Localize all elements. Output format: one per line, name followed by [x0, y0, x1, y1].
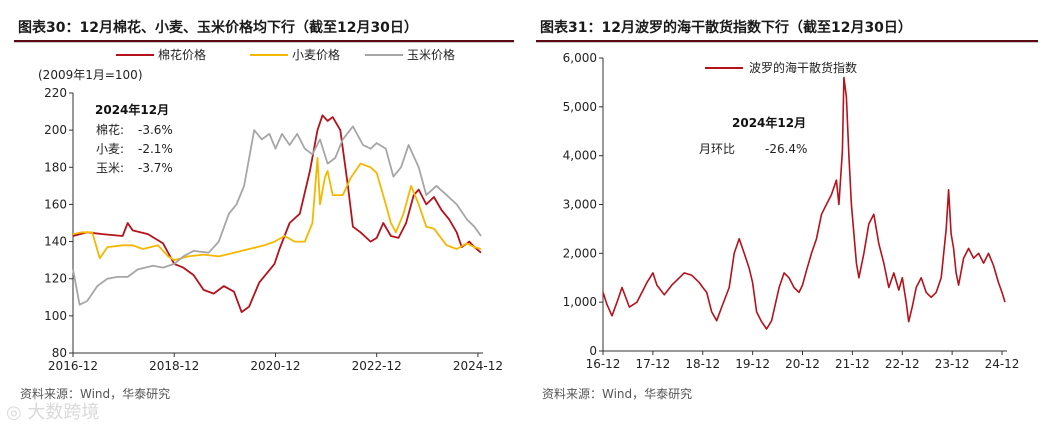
- x-tick-label: 23-12: [935, 357, 970, 371]
- x-tick-label: 16-12: [586, 357, 621, 371]
- y-tick-label: 1,000: [563, 295, 597, 309]
- annotation-heading: 2024年12月: [95, 102, 169, 117]
- annotation-heading: 2024年12月: [732, 115, 806, 130]
- y-tick-label: 6,000: [563, 51, 597, 65]
- x-tick-label: 21-12: [835, 357, 870, 371]
- left-title-subrule: [14, 42, 514, 43]
- legend-label: 棉花价格: [158, 47, 206, 62]
- y-tick-label: 3,000: [563, 198, 597, 212]
- right-chart-panel: 图表31：12月波罗的海干散货指数下行（截至12月30日） 0 1,000 2,00…: [522, 0, 1044, 427]
- right-title-rule: [536, 40, 1038, 42]
- x-tick-label: 17-12: [635, 357, 670, 371]
- right-source-note: 资料来源：Wind，华泰研究: [542, 387, 693, 401]
- legend-label: 玉米价格: [407, 47, 455, 62]
- y-tick-label: 100: [44, 309, 67, 323]
- series-line: [602, 76, 1006, 330]
- annotation-label: 玉米:: [96, 161, 124, 175]
- y-tick-label: 220: [44, 86, 67, 100]
- y-tick-label: 2,000: [563, 246, 597, 260]
- right-line-chart: 0 1,000 2,000 3,000 4,000 5,000 6,000 16-12 17-1…: [563, 51, 1020, 371]
- watermark-logo: ◎ 大数跨境: [6, 402, 100, 423]
- annotation-value: -3.7%: [138, 161, 173, 175]
- left-line-chart: 80 100 120 140 160 180 200 220 2016-12 2018-12 202…: [38, 47, 503, 373]
- x-tick-label: 20-12: [785, 357, 820, 371]
- x-tick-label: 24-12: [985, 357, 1020, 371]
- y-tick-label: 180: [44, 160, 67, 174]
- x-tick-label: 2018-12: [149, 359, 199, 373]
- series-line: [72, 125, 482, 306]
- legend-label: 波罗的海干散货指数: [749, 60, 857, 75]
- annotation-value: -2.1%: [138, 142, 173, 156]
- annotation-value: -3.6%: [138, 123, 173, 137]
- annotation-value: -26.4%: [765, 142, 807, 156]
- x-tick-label: 18-12: [685, 357, 720, 371]
- y-tick-label: 0: [589, 344, 597, 358]
- legend-label: 小麦价格: [292, 47, 340, 62]
- right-title-subrule: [536, 42, 1038, 43]
- y-tick-label: 200: [44, 123, 67, 137]
- x-tick-label: 2024-12: [453, 359, 503, 373]
- left-title-rule: [14, 40, 514, 42]
- x-tick-label: 2016-12: [48, 359, 98, 373]
- y-tick-label: 140: [44, 235, 67, 249]
- x-tick-label: 2022-12: [352, 359, 402, 373]
- y-tick-label: 5,000: [563, 100, 597, 114]
- series-line: [72, 157, 482, 261]
- left-chart-panel: 图表30：12月棉花、小麦、玉米价格均下行（截至12月30日） 80 100 120…: [0, 0, 520, 427]
- x-tick-label: 2020-12: [250, 359, 300, 373]
- annotation-label: 月环比: [699, 142, 735, 156]
- left-source-note: 资料来源：Wind，华泰研究: [20, 387, 171, 401]
- left-chart-title: 图表30：12月棉花、小麦、玉米价格均下行（截至12月30日）: [18, 20, 418, 36]
- unit-note: (2009年1月=100): [38, 68, 143, 82]
- annotation-label: 棉花:: [96, 122, 124, 137]
- series-line: [72, 114, 482, 313]
- x-tick-label: 22-12: [885, 357, 920, 371]
- y-tick-label: 80: [52, 346, 67, 360]
- annotation-label: 小麦:: [96, 142, 124, 156]
- x-tick-label: 19-12: [735, 357, 770, 371]
- right-chart-title: 图表31：12月波罗的海干散货指数下行（截至12月30日）: [540, 20, 912, 36]
- y-tick-label: 160: [44, 197, 67, 211]
- y-tick-label: 4,000: [563, 149, 597, 163]
- y-tick-label: 120: [44, 272, 67, 286]
